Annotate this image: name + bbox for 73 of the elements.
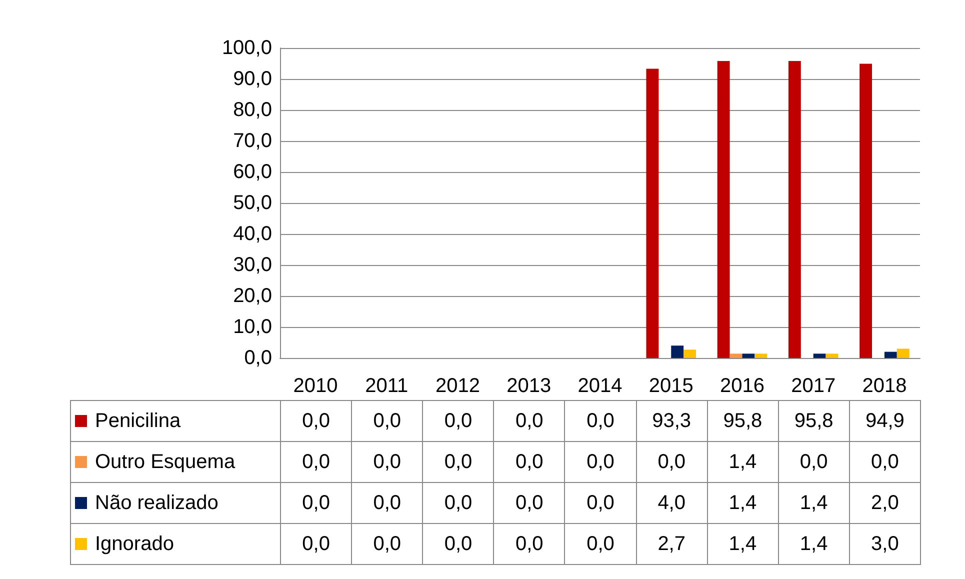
bar bbox=[646, 68, 659, 358]
bar bbox=[754, 354, 768, 358]
bar bbox=[788, 61, 801, 358]
data-label: 0,0 bbox=[280, 482, 352, 524]
bar bbox=[813, 354, 826, 358]
data-label: 1,4 bbox=[778, 482, 850, 524]
data-label: 0,0 bbox=[849, 442, 920, 482]
y-tick-label: 90,0 bbox=[233, 68, 272, 90]
x-tick-label: 2013 bbox=[506, 375, 552, 397]
data-label: 0,0 bbox=[352, 400, 423, 442]
data-label: 2,7 bbox=[636, 524, 708, 564]
data-label: 95,8 bbox=[778, 400, 850, 442]
data-label: 2,0 bbox=[849, 482, 920, 524]
data-label: 0,0 bbox=[422, 482, 494, 524]
x-tick-label: 2011 bbox=[365, 375, 408, 397]
data-label: 0,0 bbox=[280, 524, 352, 564]
data-label: 0,0 bbox=[422, 400, 494, 442]
x-tick-label: 2014 bbox=[578, 375, 622, 397]
data-label: 0,0 bbox=[280, 400, 352, 442]
bar bbox=[717, 61, 730, 358]
data-label: 1,4 bbox=[707, 442, 778, 482]
x-tick-label: 2015 bbox=[648, 375, 694, 397]
data-label: 0,0 bbox=[352, 482, 423, 524]
y-tick-label: 40,0 bbox=[233, 223, 272, 245]
y-tick-label: 60,0 bbox=[233, 161, 272, 183]
data-label: 0,0 bbox=[564, 482, 636, 524]
bar bbox=[684, 350, 696, 358]
y-tick-label: 30,0 bbox=[233, 254, 272, 276]
bar bbox=[671, 346, 684, 358]
y-tick-label: 0,0 bbox=[244, 347, 272, 369]
data-label: 0,0 bbox=[564, 442, 636, 482]
legend-label: Ignorado bbox=[70, 524, 280, 564]
data-label: 0,0 bbox=[494, 400, 565, 442]
data-label: 0,0 bbox=[422, 524, 494, 564]
data-label: 94,9 bbox=[849, 400, 920, 442]
legend-label: Penicilina bbox=[70, 400, 280, 442]
data-label: 0,0 bbox=[494, 482, 565, 524]
legend-label: Outro Esquema bbox=[70, 442, 280, 482]
y-tick-label: 70,0 bbox=[233, 130, 272, 152]
data-label: 0,0 bbox=[564, 400, 636, 442]
data-label: 93,3 bbox=[636, 400, 708, 442]
data-label: 0,0 bbox=[422, 442, 494, 482]
data-label: 1,4 bbox=[707, 482, 778, 524]
data-label: 0,0 bbox=[636, 442, 708, 482]
data-label: 3,0 bbox=[849, 524, 920, 564]
data-label: 95,8 bbox=[707, 400, 778, 442]
y-tick-label: 20,0 bbox=[233, 285, 272, 307]
x-tick-label: 2010 bbox=[293, 375, 338, 397]
x-tick-label: 2018 bbox=[862, 375, 907, 397]
x-tick-label: 2016 bbox=[720, 375, 764, 397]
y-tick-label: 10,0 bbox=[233, 316, 272, 338]
data-label: 0,0 bbox=[564, 524, 636, 564]
bar bbox=[860, 64, 872, 358]
bar bbox=[742, 354, 755, 358]
bar bbox=[896, 348, 910, 358]
legend-label: Não realizado bbox=[70, 482, 280, 524]
bar bbox=[730, 354, 742, 358]
data-label: 0,0 bbox=[494, 442, 565, 482]
data-label: 4,0 bbox=[636, 482, 708, 524]
x-tick-label: 2012 bbox=[436, 375, 480, 397]
y-tick-label: 100,0 bbox=[222, 37, 272, 59]
data-label: 1,4 bbox=[778, 524, 850, 564]
data-label: 0,0 bbox=[494, 524, 565, 564]
y-tick-label: 50,0 bbox=[233, 192, 272, 214]
data-label: 1,4 bbox=[707, 524, 778, 564]
bar bbox=[884, 352, 897, 358]
data-label: 0,0 bbox=[352, 442, 423, 482]
x-tick-label: 2017 bbox=[791, 375, 836, 397]
y-tick-label: 80,0 bbox=[233, 99, 272, 121]
data-label: 0,0 bbox=[280, 442, 352, 482]
data-label: 0,0 bbox=[778, 442, 850, 482]
bar bbox=[826, 354, 838, 358]
data-label: 0,0 bbox=[352, 524, 423, 564]
